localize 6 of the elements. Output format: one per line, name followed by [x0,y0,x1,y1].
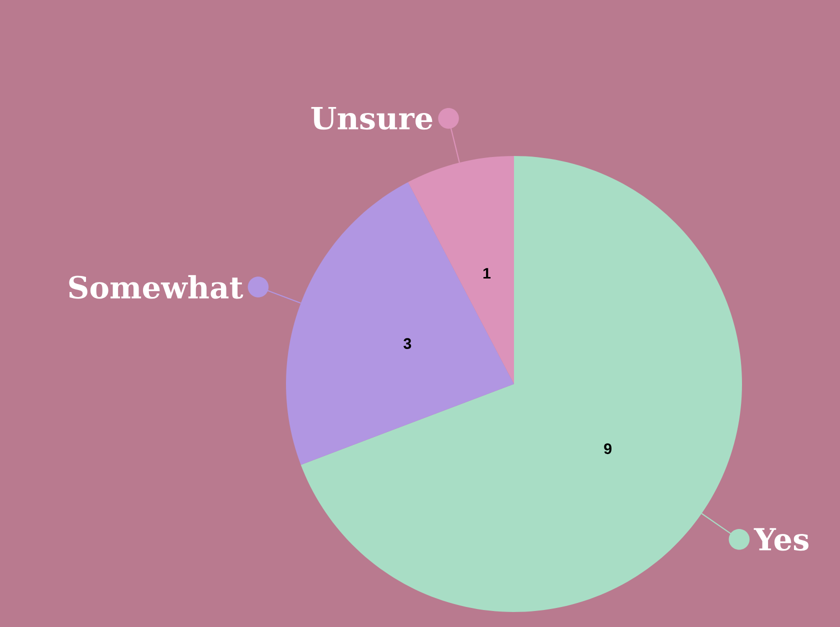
legend-label: Somewhat [69,275,244,299]
data-label: 1 [483,268,491,279]
legend-label: Unsure [311,107,432,130]
slice-label: Yes [754,528,808,551]
data-label: 3 [404,338,412,349]
data-label: 9 [604,443,612,454]
